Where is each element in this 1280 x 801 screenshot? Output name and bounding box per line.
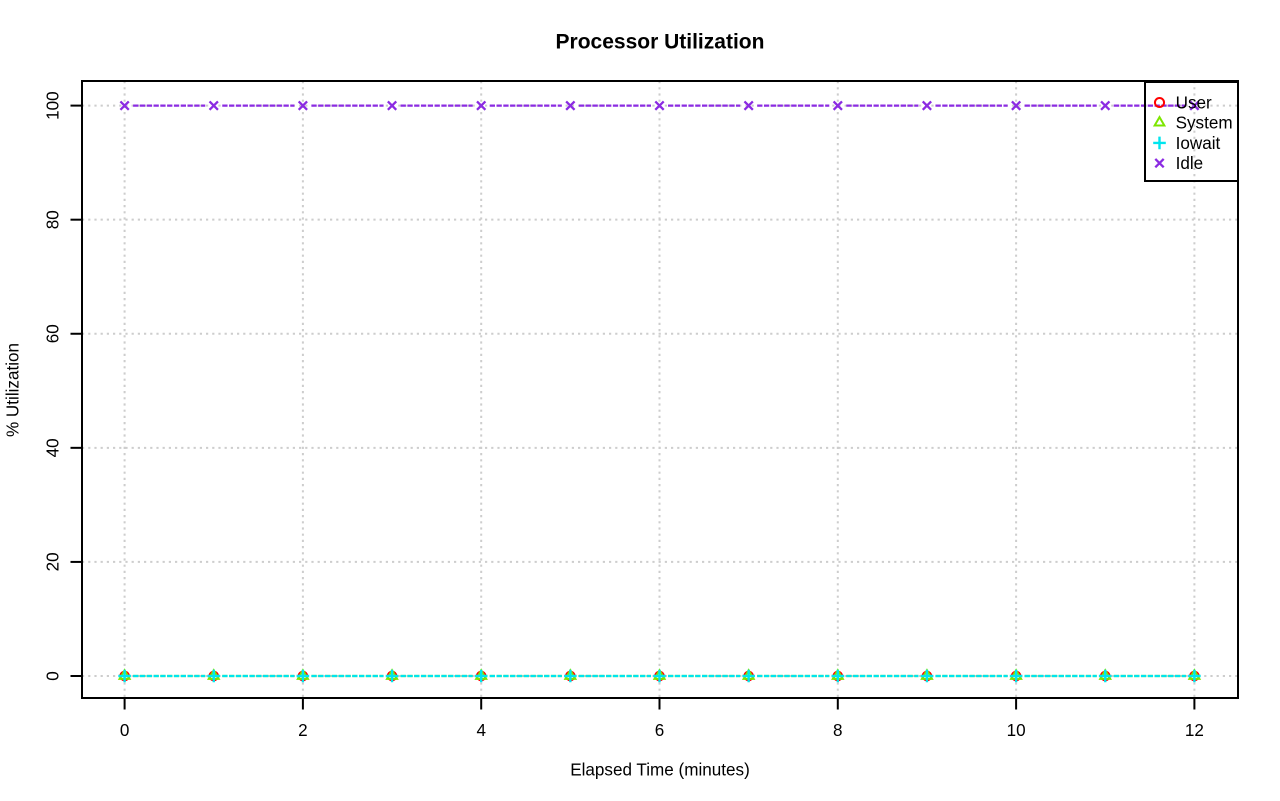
svg-text:4: 4: [476, 721, 486, 740]
svg-text:Iowait: Iowait: [1176, 134, 1221, 153]
svg-text:80: 80: [44, 210, 63, 229]
svg-text:0: 0: [120, 721, 130, 740]
svg-text:10: 10: [1007, 721, 1026, 740]
svg-text:8: 8: [833, 721, 843, 740]
svg-text:6: 6: [655, 721, 665, 740]
svg-text:User: User: [1176, 94, 1212, 113]
svg-text:Idle: Idle: [1176, 154, 1204, 173]
svg-text:20: 20: [44, 552, 63, 571]
svg-text:100: 100: [44, 91, 63, 120]
svg-text:Elapsed Time (minutes): Elapsed Time (minutes): [570, 761, 750, 780]
svg-text:40: 40: [44, 438, 63, 457]
svg-text:2: 2: [298, 721, 308, 740]
svg-text:System: System: [1176, 114, 1233, 133]
svg-text:12: 12: [1185, 721, 1204, 740]
svg-text:60: 60: [44, 324, 63, 343]
svg-text:% Utilization: % Utilization: [4, 343, 23, 437]
svg-text:Processor Utilization: Processor Utilization: [556, 31, 765, 54]
svg-text:0: 0: [44, 671, 63, 681]
